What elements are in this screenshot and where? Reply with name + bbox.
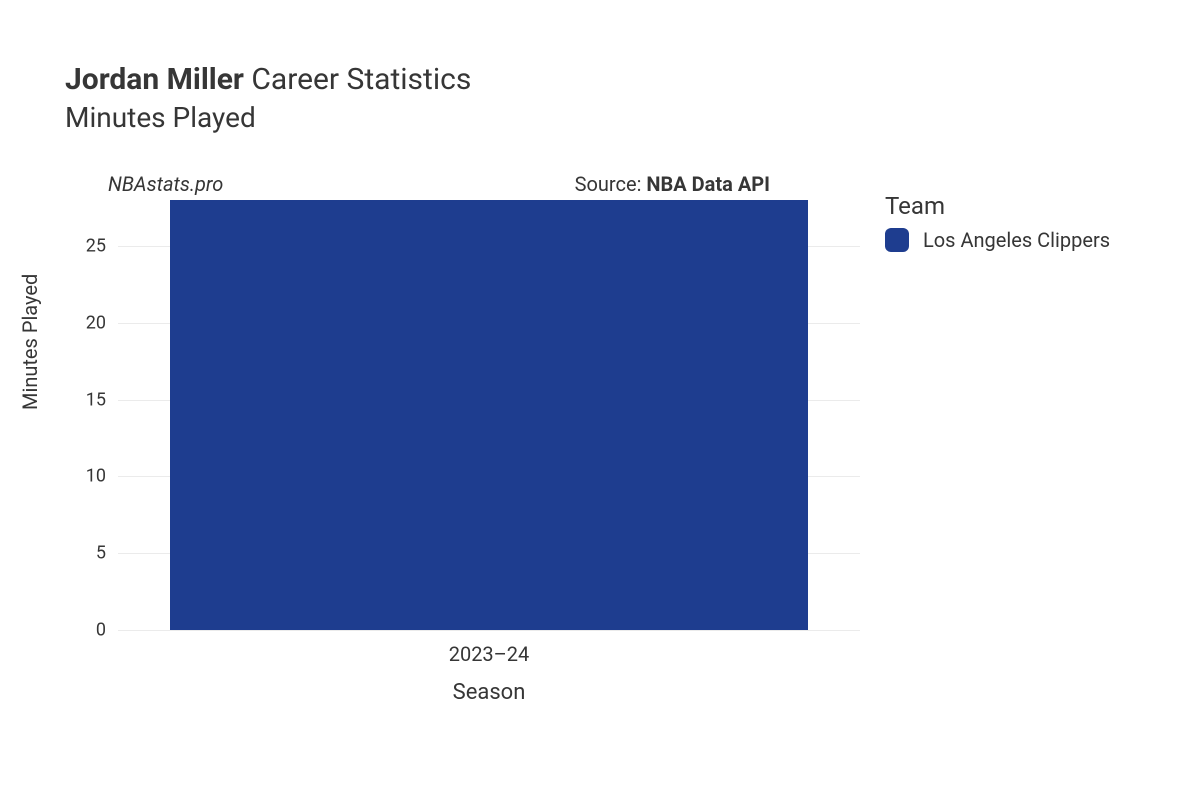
player-name: Jordan Miller [65,62,244,97]
chart-area [100,200,860,630]
legend: Team Los Angeles Clippers [885,192,1110,252]
legend-item: Los Angeles Clippers [885,228,1110,252]
title-suffix: Career Statistics [251,62,471,97]
plot-region [118,200,860,630]
legend-swatch [885,228,909,252]
chart-subtitle: Minutes Played [65,101,471,134]
source-prefix: Source: [575,172,647,196]
x-tick-label: 2023–24 [449,642,530,666]
legend-label: Los Angeles Clippers [923,228,1110,252]
legend-items: Los Angeles Clippers [885,228,1110,252]
watermark: NBAstats.pro [108,172,223,196]
bar [170,200,808,630]
y-tick-label: 10 [46,466,106,487]
legend-title: Team [885,192,1110,220]
y-tick-label: 20 [46,312,106,333]
chart-title-block: Jordan Miller Career Statistics Minutes … [65,62,471,134]
x-axis-title: Season [453,680,526,705]
y-tick-label: 0 [46,620,106,641]
y-axis-title: Minutes Played [18,274,42,410]
gridline [118,630,860,631]
y-tick-label: 25 [46,236,106,257]
source-name: NBA Data API [646,172,770,196]
chart-title-line1: Jordan Miller Career Statistics [65,62,471,97]
source-attribution: Source: NBA Data API [575,172,770,196]
y-tick-label: 15 [46,389,106,410]
y-tick-label: 5 [46,543,106,564]
